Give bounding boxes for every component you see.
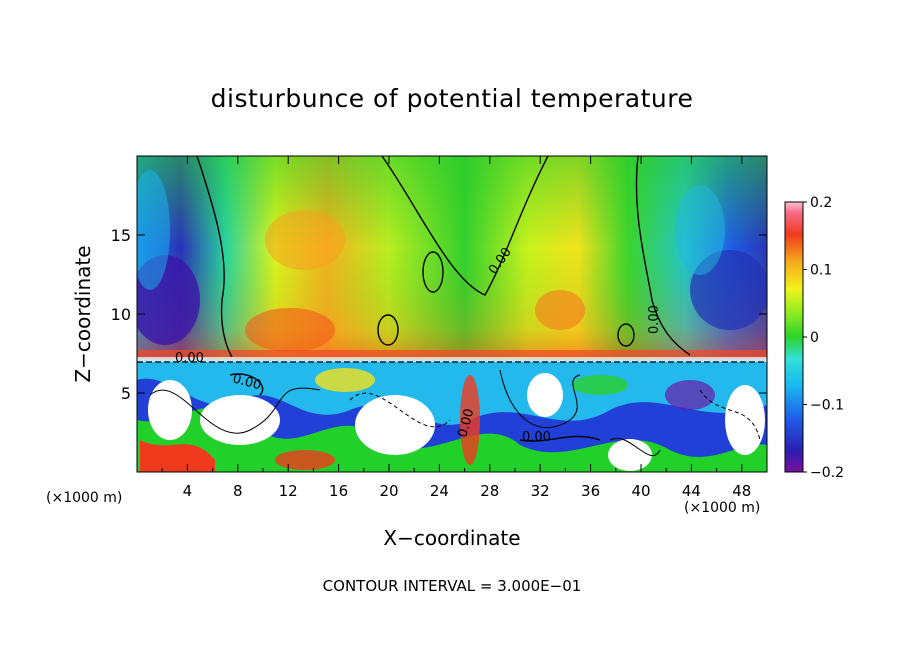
x-axis-label: X−coordinate xyxy=(383,526,521,550)
colorbar-tick-label: −0.2 xyxy=(810,465,844,481)
contour-interval-note: CONTOUR INTERVAL = 3.000E−01 xyxy=(322,577,582,595)
x-tick-label: 36 xyxy=(581,482,600,500)
contour-label: 0.00 xyxy=(647,305,662,334)
y-axis-label: Z−coordinate xyxy=(71,245,95,383)
x-tick-label: 44 xyxy=(682,482,701,500)
colorbar: 0.2 0.1 0 −0.1 −0.2 xyxy=(784,195,844,481)
y-tick-label: 15 xyxy=(111,226,131,245)
field-lower-layer xyxy=(137,357,767,472)
y-tick-label: 10 xyxy=(111,305,131,324)
x-tick-label: 28 xyxy=(480,482,499,500)
x-tick-label: 8 xyxy=(233,482,243,500)
x-tick-label: 12 xyxy=(279,482,298,500)
colorbar-tick-label: 0.2 xyxy=(810,195,832,211)
chart-title: disturbunce of potential temperature xyxy=(210,84,694,113)
x-axis: 4 8 12 16 20 24 28 32 36 40 44 48 xyxy=(161,156,751,500)
y-tick-label: 5 xyxy=(121,384,131,403)
x-tick-label: 48 xyxy=(732,482,751,500)
contour-label: 0.00 xyxy=(231,371,263,393)
contour-label: 0.00 xyxy=(455,407,477,439)
field-upper-layer xyxy=(137,156,767,359)
x-tick-label: 32 xyxy=(531,482,550,500)
colorbar-tick-label: 0 xyxy=(810,330,819,346)
x-tick-label: 40 xyxy=(631,482,650,500)
x-tick-label: 20 xyxy=(379,482,398,500)
colorbar-scale xyxy=(784,201,804,473)
x-tick-label: 4 xyxy=(183,482,193,500)
y-axis: 5 10 15 xyxy=(111,226,767,403)
colorbar-tick-label: 0.1 xyxy=(810,263,832,279)
contour-label: 0.00 xyxy=(175,351,204,366)
x-tick-label: 16 xyxy=(329,482,348,500)
colorbar-tick-label: −0.1 xyxy=(810,398,844,414)
x-unit-label-left: (×1000 m) xyxy=(46,490,123,506)
colorbar-ticks: 0.2 0.1 0 −0.1 −0.2 xyxy=(803,195,844,481)
contour-label: 0.00 xyxy=(522,430,551,445)
x-tick-label: 24 xyxy=(430,482,449,500)
x-unit-label-right: (×1000 m) xyxy=(684,500,761,516)
